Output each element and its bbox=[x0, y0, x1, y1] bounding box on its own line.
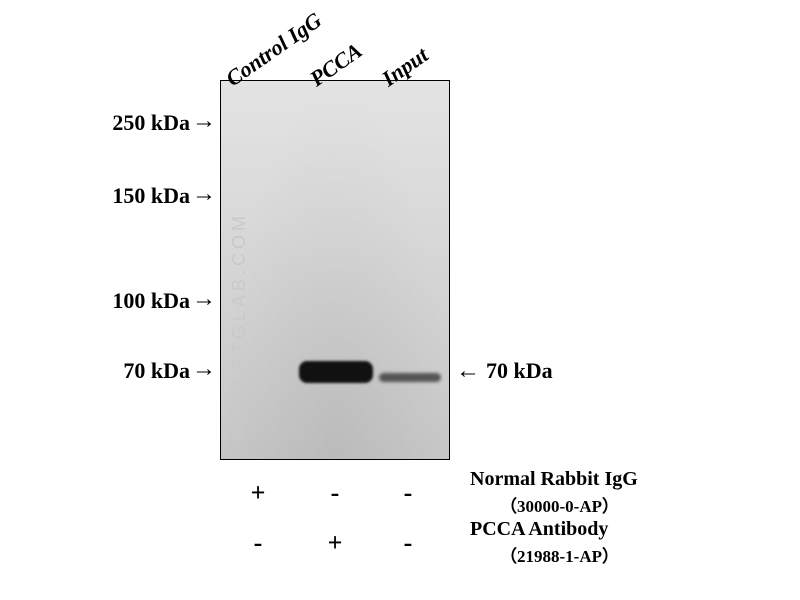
watermark-text: WWW.PTGLAB.COM bbox=[229, 212, 250, 441]
grid-r1-c1: + bbox=[238, 478, 278, 508]
blot-panel: WWW.PTGLAB.COM bbox=[220, 80, 450, 460]
mw-70: 70 kDa bbox=[100, 358, 190, 384]
reagent-igg-label: Normal Rabbit IgG bbox=[470, 468, 638, 491]
reagent-pcca-label: PCCA Antibody bbox=[470, 518, 608, 541]
grid-r2-c2: + bbox=[315, 528, 355, 558]
mw-250: 250 kDa bbox=[100, 110, 190, 136]
mw-100: 100 kDa bbox=[100, 288, 190, 314]
blot-vignette bbox=[221, 81, 449, 459]
grid-r2-c1: - bbox=[238, 528, 278, 558]
band-pcca bbox=[299, 361, 373, 383]
observed-label: 70 kDa bbox=[486, 358, 553, 384]
band-input bbox=[379, 373, 441, 382]
mw-arrow-250: → bbox=[192, 108, 216, 135]
reagent-igg-catalog: （30000-0-AP） bbox=[500, 492, 619, 517]
reagent-pcca-catalog: （21988-1-AP） bbox=[500, 542, 619, 567]
mw-arrow-150: → bbox=[192, 181, 216, 208]
observed-arrow: ← bbox=[456, 358, 480, 385]
grid-r1-c2: - bbox=[315, 478, 355, 508]
figure-root: WWW.PTGLAB.COM Control IgG PCCA Input 25… bbox=[0, 0, 800, 600]
mw-150: 150 kDa bbox=[100, 183, 190, 209]
grid-r2-c3: - bbox=[388, 528, 428, 558]
mw-arrow-70: → bbox=[192, 356, 216, 383]
grid-r1-c3: - bbox=[388, 478, 428, 508]
mw-arrow-100: → bbox=[192, 286, 216, 313]
